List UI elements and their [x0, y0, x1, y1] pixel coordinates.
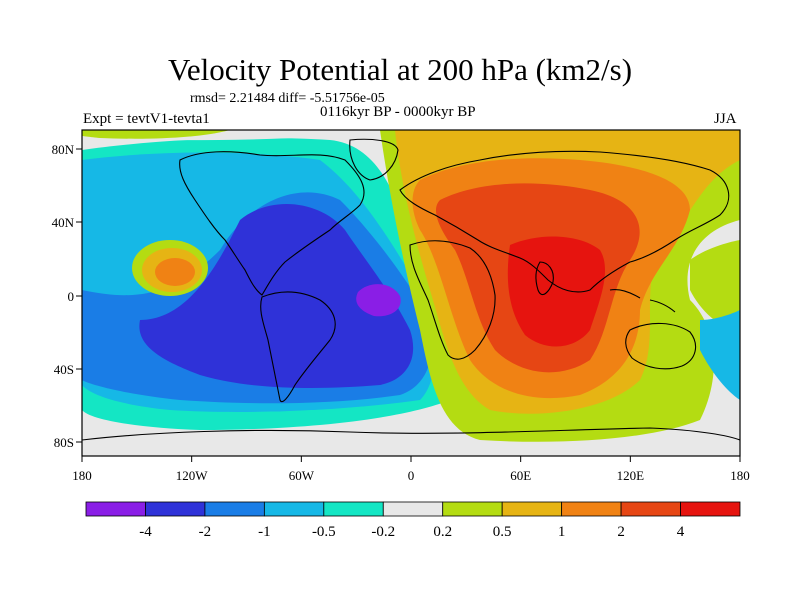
contour-field	[82, 130, 740, 456]
colorbar-label: -4	[139, 524, 152, 540]
lon-tick-label: 60E	[510, 468, 531, 483]
colorbar-swatch	[561, 501, 622, 517]
lon-tick-label: 60W	[289, 468, 315, 483]
lat-tick-label: 80N	[52, 142, 75, 157]
lon-tick-label: 0	[408, 468, 415, 483]
lon-axis: 180 120W 60W 0 60E 120E 180	[72, 456, 750, 483]
colorbar-swatch	[382, 501, 444, 517]
colorbar-swatch	[85, 501, 146, 517]
lat-tick-label: 40S	[54, 362, 74, 377]
colorbar-label: 1	[558, 524, 566, 540]
lon-tick-label: 180	[730, 468, 750, 483]
contour-arctic-pos	[82, 130, 230, 139]
colorbar-swatch	[204, 501, 265, 517]
contour-neg-east-0.5	[700, 310, 740, 400]
lat-axis: 80N 40N 0 40S 80S	[52, 142, 82, 450]
contour-pos-4	[507, 236, 606, 347]
colorbar-label: -1	[258, 524, 271, 540]
colorbar-label: 2	[617, 524, 625, 540]
period-label: 0116kyr BP - 0000kyr BP	[320, 104, 476, 120]
colorbar-label: -0.5	[312, 524, 336, 540]
colorbar-swatch	[680, 501, 741, 517]
colorbar-label: 0.5	[493, 524, 512, 540]
colorbar-label: 4	[677, 524, 685, 540]
colorbar-swatch	[263, 501, 325, 517]
colorbar-label: -0.2	[371, 524, 395, 540]
colorbar-swatch	[145, 501, 206, 517]
colorbar-label: -2	[199, 524, 212, 540]
contour-pos-west-2	[155, 258, 195, 286]
lat-tick-label: 0	[68, 289, 75, 304]
experiment-label: Expt = tevtV1-tevta1	[83, 111, 210, 127]
colorbar-swatch	[442, 501, 503, 517]
lon-tick-label: 120E	[617, 468, 645, 483]
plot-title: Velocity Potential at 200 hPa (km2/s)	[167, 52, 633, 87]
colorbar-swatch	[323, 501, 384, 517]
colorbar-label: 0.2	[433, 524, 452, 540]
rmsd-stats: rmsd= 2.21484 diff= -5.51756e-05	[190, 91, 385, 106]
season-label: JJA	[714, 111, 737, 127]
contour-pos-east-0.5	[690, 240, 740, 330]
lat-tick-label: 80S	[54, 435, 74, 450]
lon-tick-label: 180	[72, 468, 92, 483]
lat-tick-label: 40N	[52, 215, 75, 230]
colorbar: -4 -2 -1 -0.5 -0.2 0.2 0.5 1 2 4	[85, 501, 741, 540]
contour-neg-4	[356, 284, 401, 317]
colorbar-swatch	[620, 501, 681, 517]
contour-neg-2	[139, 203, 414, 388]
coastlines	[82, 138, 740, 441]
colorbar-swatch	[501, 501, 563, 517]
lon-tick-label: 120W	[176, 468, 209, 483]
